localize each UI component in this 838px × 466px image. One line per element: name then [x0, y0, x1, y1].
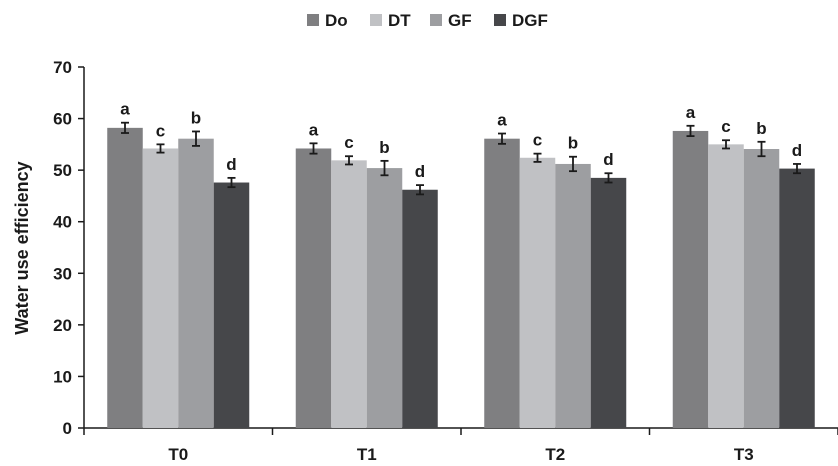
bar [366, 168, 403, 428]
bar [743, 148, 780, 428]
y-tick-label: 0 [63, 419, 72, 438]
bar [331, 160, 367, 428]
significance-letter: d [415, 162, 425, 181]
legend-label: GF [448, 11, 472, 30]
bar [107, 127, 143, 429]
bar [213, 182, 250, 428]
y-tick-label: 60 [53, 110, 72, 129]
legend-label: DT [388, 11, 411, 30]
significance-letter: d [226, 155, 236, 174]
bar [779, 168, 815, 429]
y-tick-label: 70 [53, 58, 72, 77]
bar [708, 144, 744, 428]
bar [484, 138, 520, 429]
y-axis: 0 10 20 30 40 50 60 70 [53, 58, 85, 438]
bar [142, 148, 179, 429]
y-axis-title: Water use efficiency [12, 161, 32, 334]
x-tick-label: T3 [734, 445, 754, 464]
y-tick-label: 30 [53, 264, 72, 283]
bar [590, 177, 627, 428]
x-tick-label: T2 [545, 445, 565, 464]
significance-letter: c [721, 117, 730, 136]
legend-label: DGF [512, 11, 548, 30]
legend-swatch [370, 14, 382, 26]
bar [672, 130, 709, 428]
significance-letter: a [120, 100, 130, 119]
legend-label: Do [325, 11, 348, 30]
bar [402, 189, 438, 428]
y-tick-label: 20 [53, 316, 72, 335]
legend: Do DT GF DGF [307, 11, 548, 30]
significance-letter: d [792, 141, 802, 160]
y-tick-label: 50 [53, 161, 72, 180]
bar [178, 138, 214, 429]
significance-letter: d [603, 150, 613, 169]
significance-letter: a [686, 103, 696, 122]
x-tick-label: T0 [168, 445, 188, 464]
legend-swatch [307, 14, 319, 26]
significance-letter: a [497, 111, 507, 130]
legend-swatch [430, 14, 442, 26]
x-axis: T0 T1 T2 T3 [83, 427, 838, 464]
significance-letter: b [756, 119, 766, 138]
significance-letter: b [379, 138, 389, 157]
bars: a c b d a c b d a c b d a c b d [107, 100, 815, 429]
significance-letter: c [156, 121, 165, 140]
y-tick-label: 10 [53, 367, 72, 386]
legend-swatch [494, 14, 506, 26]
bar [519, 157, 556, 428]
bar [555, 163, 591, 428]
bar [295, 148, 332, 429]
significance-letter: a [309, 120, 319, 139]
x-tick-label: T1 [357, 445, 377, 464]
significance-letter: c [344, 133, 353, 152]
significance-letter: b [191, 108, 201, 127]
significance-letter: c [533, 131, 542, 150]
significance-letter: b [568, 134, 578, 153]
y-tick-label: 40 [53, 213, 72, 232]
